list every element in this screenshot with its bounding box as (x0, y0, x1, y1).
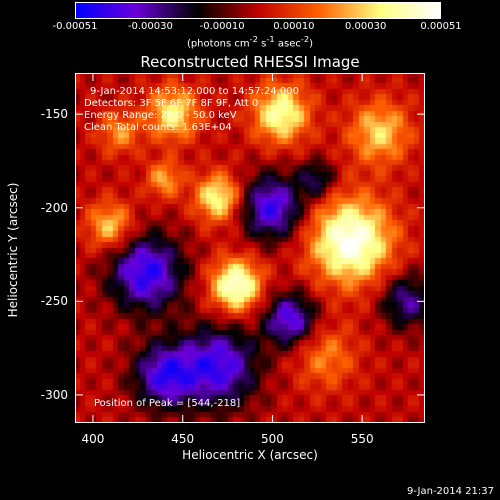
chart-title: Reconstructed RHESSI Image (140, 53, 360, 71)
colorbar-tick-label: -0.00051 (52, 21, 98, 32)
annotation-peak: Position of Peak = [544,-218] (94, 398, 241, 409)
plot-frame (75, 73, 425, 423)
y-tick-label: -150 (40, 107, 68, 122)
colorbar-tick-label: 0.00010 (273, 21, 315, 32)
annotation-detectors: Detectors: 3F 5F 6F 7F 8F 9F, Att 0 (84, 98, 259, 109)
x-axis-label: Heliocentric X (arcsec) (182, 448, 318, 462)
timestamp: 9-Jan-2014 21:37 (407, 486, 494, 497)
y-tick-label: -300 (40, 387, 68, 402)
annotation-time-range: 9-Jan-2014 14:53:12.000 to 14:57:24.000 (90, 86, 299, 97)
annotation-method: Clean Total counts: 1.63E+04 (84, 122, 232, 133)
colorbar-tick-label: -0.00030 (127, 21, 173, 32)
y-tick-label: -200 (40, 200, 68, 215)
y-tick-label: -250 (40, 294, 68, 309)
colorbar (75, 2, 441, 19)
x-tick-label: 450 (171, 432, 195, 446)
x-tick-label: 400 (81, 432, 105, 446)
annotation-energy: Energy Range: 25.0 - 50.0 keV (84, 110, 237, 121)
heatmap-image (75, 73, 425, 423)
colorbar-tick-label: -0.00010 (199, 21, 245, 32)
x-tick-label: 550 (350, 432, 374, 446)
x-tick-label: 500 (260, 432, 284, 446)
y-axis-label: Heliocentric Y (arcsec) (6, 182, 20, 318)
colorbar-unit: (photons cm-2 s-1 asec-2) (186, 34, 314, 50)
colorbar-tick-label: 0.00030 (344, 21, 387, 32)
colorbar-tick-label: 0.00051 (420, 21, 462, 32)
